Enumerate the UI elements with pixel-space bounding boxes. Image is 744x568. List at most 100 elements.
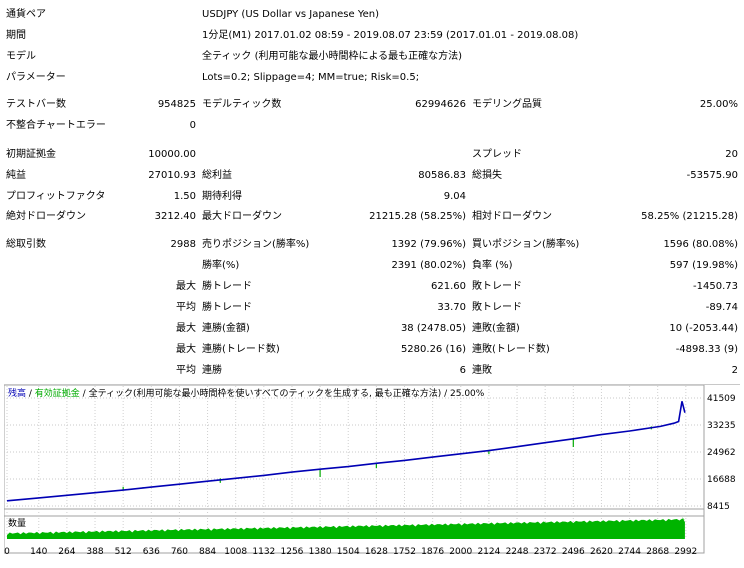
average-profit-label: 勝トレード: [202, 302, 252, 313]
x-tick-label: 760: [171, 547, 188, 557]
largest-loss-label: 敗トレード: [472, 281, 522, 292]
x-tick-label: 2372: [534, 547, 557, 557]
x-tick-label: 1752: [393, 547, 416, 557]
max-consec-losses-label: 連敗(金額): [472, 323, 520, 334]
model-value: 全ティック (利用可能な最小時間枠による最も正確な方法): [202, 51, 463, 62]
initial-deposit-label: 初期証拠金: [6, 149, 56, 160]
x-tick-label: 2620: [590, 547, 613, 557]
max-consec-wins-label: 連勝(金額): [202, 323, 250, 334]
parameters-label: パラメーター: [6, 72, 66, 83]
y-tick-label: 41509: [707, 394, 736, 404]
long-positions-value: 1596 (80.08%): [663, 239, 738, 250]
legend-sep-1: /: [26, 389, 35, 399]
x-tick-label: 2744: [618, 547, 641, 557]
largest-profit-label: 勝トレード: [202, 281, 252, 292]
chart-legend: 残高 / 有効証拠金 / 全ティック(利用可能な最小時間枠を使いすべてのティック…: [8, 387, 485, 399]
bars-tested-label: テストバー数: [6, 99, 66, 110]
avg-consec-prefix: 平均: [176, 365, 196, 376]
max-consec-prefix: 最大: [176, 323, 196, 334]
short-positions-value: 1392 (79.96%): [391, 239, 466, 250]
max-consec-count-prefix: 最大: [176, 344, 196, 355]
total-trades-label: 総取引数: [6, 239, 46, 250]
volume-bars: [7, 517, 685, 539]
average-loss-value: -89.74: [705, 302, 738, 313]
total-trades-value: 2988: [170, 239, 196, 250]
y-axis-labels: 41509 33235 24962 16688 8415: [707, 394, 736, 512]
x-axis-labels: 0 140 264 388 512 636 760 884 1008 1132 1256 1380 15…: [4, 547, 697, 557]
volume-label: 数量: [8, 517, 26, 529]
average-profit-value: 33.70: [437, 302, 466, 313]
x-tick-label: 636: [143, 547, 160, 557]
x-tick-label: 2000: [449, 547, 472, 557]
y-tick-label: 16688: [707, 475, 736, 485]
profit-trades-value: 2391 (80.02%): [391, 260, 466, 271]
average-loss-label: 敗トレード: [472, 302, 522, 313]
legend-model: 全ティック(利用可能な最小時間枠を使いすべてのティックを生成する, 最も正確な方…: [89, 387, 442, 399]
modeling-quality-value: 25.00%: [699, 99, 738, 110]
initial-deposit-value: 10000.00: [148, 149, 196, 160]
avg-consec-wins-value: 6: [459, 365, 466, 376]
ticks-modeled-value: 62994626: [415, 99, 466, 110]
relative-drawdown-value: 58.25% (21215.28): [641, 211, 738, 222]
expected-payoff-label: 期待利得: [202, 191, 242, 202]
x-tick-label: 1628: [365, 547, 388, 557]
x-tick-label: 512: [115, 547, 132, 557]
x-tick-label: 1380: [309, 547, 332, 557]
avg-consec-wins-label: 連勝: [202, 365, 222, 376]
gross-profit-value: 80586.83: [418, 170, 466, 181]
profit-factor-label: プロフィットファクタ: [6, 191, 106, 202]
chart-grid: [4, 386, 704, 539]
x-tick-label: 2248: [506, 547, 529, 557]
period-value: 1分足(M1) 2017.01.02 08:59 - 2019.08.07 23…: [202, 30, 579, 41]
absolute-drawdown-value: 3212.40: [154, 211, 196, 222]
largest-loss-value: -1450.73: [693, 281, 738, 292]
bars-tested-value: 954825: [157, 99, 196, 110]
model-label: モデル: [6, 51, 36, 62]
expected-payoff-value: 9.04: [443, 191, 466, 202]
legend-sep-3: /: [441, 389, 450, 399]
x-tick-label: 1008: [224, 547, 247, 557]
maximal-drawdown-value: 21215.28 (58.25%): [369, 211, 466, 222]
x-tick-label: 1504: [337, 547, 360, 557]
spread-label: スプレッド: [472, 149, 522, 160]
mismatched-errors-value: 0: [189, 120, 196, 131]
x-tick-label: 388: [86, 547, 103, 557]
volume-area: [7, 517, 685, 539]
x-tick-label: 2992: [674, 547, 697, 557]
modeling-quality-label: モデリング品質: [472, 99, 542, 110]
absolute-drawdown-label: 絶対ドローダウン: [6, 211, 86, 222]
max-consec-loss-label: 連敗(トレード数): [472, 344, 550, 355]
legend-balance: 残高: [8, 387, 26, 399]
y-tick-label: 33235: [707, 421, 736, 431]
parameters-value: Lots=0.2; Slippage=4; MM=true; Risk=0.5;: [202, 72, 420, 83]
max-consec-loss-value: -4898.33 (9): [675, 344, 738, 355]
symbol-label: 通貨ペア: [6, 9, 46, 20]
y-tick-label: 24962: [707, 448, 736, 458]
max-consec-profit-value: 5280.26 (16): [400, 344, 466, 355]
x-tick-label: 884: [199, 547, 216, 557]
max-consec-profit-label: 連勝(トレード数): [202, 344, 280, 355]
balance-chart-svg: 41509 33235 24962 16688 8415 0 140 264 388 512 63…: [4, 385, 736, 557]
net-profit-value: 27010.93: [148, 170, 196, 181]
x-tick-label: 264: [58, 547, 75, 557]
loss-trades-label: 負率 (%): [472, 260, 513, 271]
gross-loss-label: 総損失: [472, 170, 502, 181]
short-positions-label: 売りポジション(勝率%): [202, 239, 310, 250]
largest-profit-value: 621.60: [431, 281, 466, 292]
relative-drawdown-label: 相対ドローダウン: [472, 211, 552, 222]
max-consec-losses-value: 10 (-2053.44): [669, 323, 738, 334]
balance-line: [6, 401, 686, 502]
loss-trades-value: 597 (19.98%): [669, 260, 738, 271]
spread-value: 20: [725, 149, 738, 160]
largest-prefix: 最大: [176, 281, 196, 292]
x-tick-label: 1876: [421, 547, 444, 557]
x-tick-label: 0: [4, 547, 10, 557]
average-prefix: 平均: [176, 302, 196, 313]
y-tick-label: 8415: [707, 502, 730, 512]
legend-equity: 有効証拠金: [35, 387, 80, 399]
avg-consec-losses-label: 連敗: [472, 365, 492, 376]
avg-consec-losses-value: 2: [731, 365, 738, 376]
period-label: 期間: [6, 30, 26, 41]
maximal-drawdown-label: 最大ドローダウン: [202, 211, 282, 222]
x-tick-label: 2496: [562, 547, 585, 557]
